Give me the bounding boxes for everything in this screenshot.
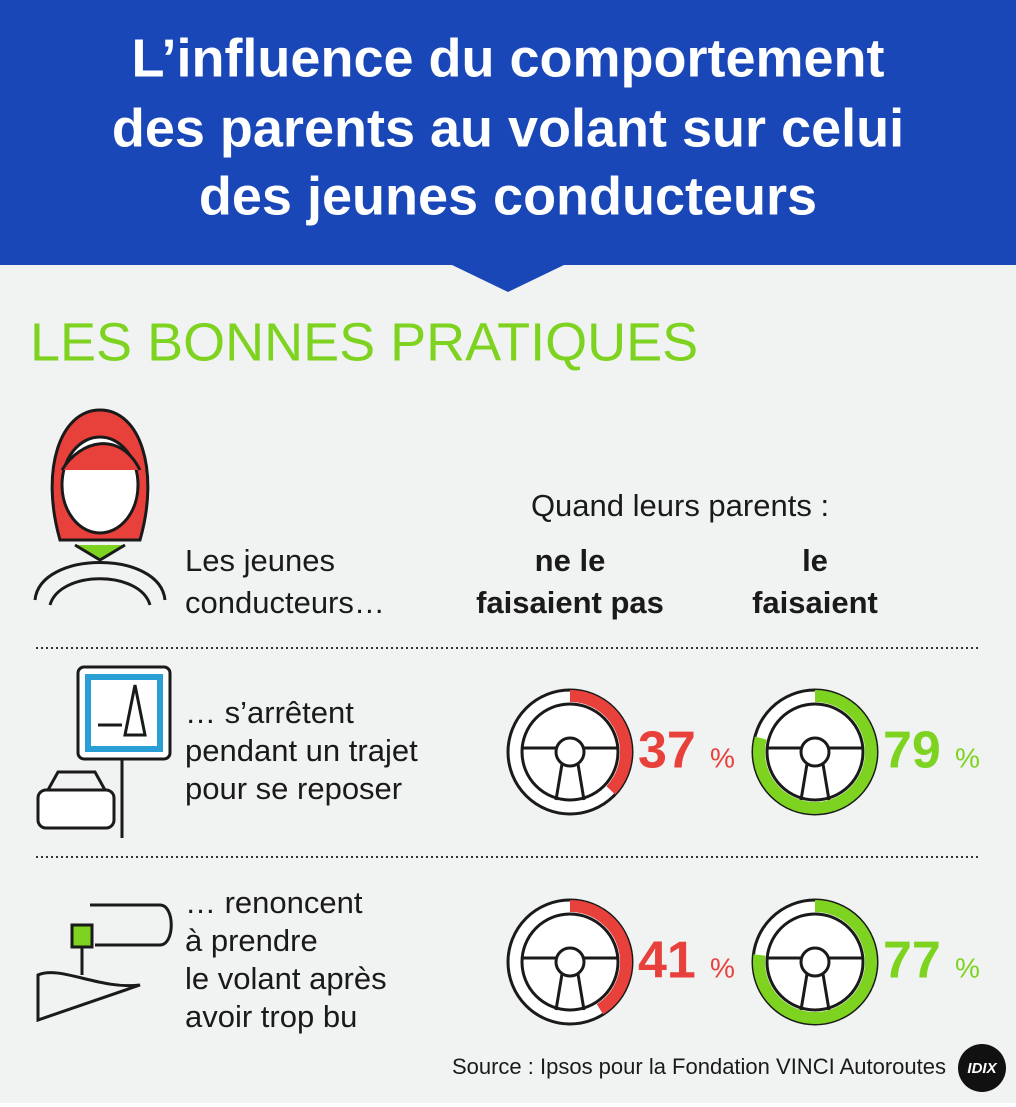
column-label: faisaient pas bbox=[476, 585, 664, 620]
driver-icon bbox=[33, 408, 167, 606]
wheel-spokes bbox=[767, 956, 863, 1011]
percent-value: 41 bbox=[638, 932, 696, 990]
percent-unit: % bbox=[710, 742, 735, 773]
logo: IDIX bbox=[958, 1044, 1006, 1092]
title-line: L’influence du comportement bbox=[131, 28, 884, 88]
row-label: pour se reposer bbox=[185, 771, 402, 806]
wheel-spokes bbox=[767, 746, 863, 801]
condition: Quand leurs parents : bbox=[531, 488, 829, 523]
title-line: des parents au volant sur celui bbox=[112, 98, 904, 158]
row-label: le volant après bbox=[185, 961, 387, 996]
wheel-inner bbox=[520, 702, 620, 802]
keys-icon bbox=[36, 903, 173, 1023]
percent-unit: % bbox=[955, 742, 980, 773]
row-label: … s’arrêtent bbox=[185, 695, 354, 730]
row-label: pendant un trajet bbox=[185, 733, 418, 768]
wheel-inner bbox=[520, 912, 620, 1012]
section-title: LES BONNES PRATIQUES bbox=[30, 312, 698, 372]
row-header: conducteurs… bbox=[185, 585, 385, 620]
wheel-hub bbox=[799, 736, 831, 768]
source: Source : Ipsos pour la Fondation VINCI A… bbox=[452, 1054, 946, 1079]
wheel-spokes bbox=[522, 746, 618, 801]
header-pointer bbox=[450, 264, 566, 292]
wheel-hub bbox=[554, 736, 586, 768]
wheel-inner bbox=[765, 702, 865, 802]
wheel-spokes bbox=[522, 956, 618, 1011]
column-label: le bbox=[802, 543, 828, 578]
row-label: avoir trop bu bbox=[185, 999, 357, 1034]
percent-value: 37 bbox=[638, 722, 696, 780]
header-band bbox=[0, 0, 1016, 265]
logo-text: IDIX bbox=[967, 1060, 997, 1077]
percent-value: 77 bbox=[883, 932, 941, 990]
gauge bbox=[506, 688, 634, 816]
percent-unit: % bbox=[955, 952, 980, 983]
gauge-arc bbox=[753, 900, 877, 1024]
title-line: des jeunes conducteurs bbox=[199, 166, 817, 226]
gauge bbox=[751, 898, 879, 1026]
gauge-arc bbox=[569, 690, 632, 795]
gauge-arc bbox=[569, 900, 632, 1015]
wheel-hub bbox=[799, 946, 831, 978]
wheel-inner bbox=[765, 912, 865, 1012]
row-header: Les jeunes bbox=[185, 543, 335, 578]
gauge bbox=[751, 688, 879, 816]
gauge-arc bbox=[753, 690, 877, 814]
wheel-hub bbox=[554, 946, 586, 978]
column-label: ne le bbox=[535, 543, 606, 578]
gauge bbox=[506, 898, 634, 1026]
percent-value: 79 bbox=[883, 722, 941, 780]
row-label: à prendre bbox=[185, 923, 318, 958]
row-label: … renoncent bbox=[185, 885, 363, 920]
rest-sign-icon bbox=[36, 665, 172, 838]
column-label: faisaient bbox=[752, 585, 878, 620]
percent-unit: % bbox=[710, 952, 735, 983]
